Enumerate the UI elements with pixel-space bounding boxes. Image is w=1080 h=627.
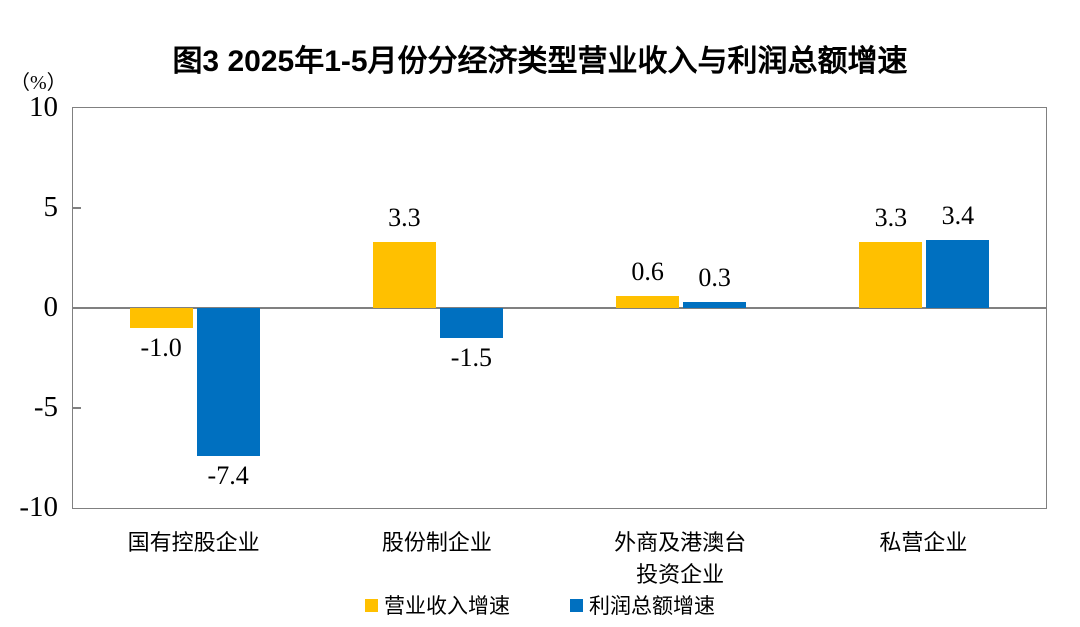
bar-revenue-cat2 xyxy=(616,296,680,308)
bar-value-label: 3.3 xyxy=(874,203,908,232)
legend-item-profit: 利润总额增速 xyxy=(570,590,715,620)
bar-value-label: -1.5 xyxy=(450,343,492,372)
revenue-swatch-icon xyxy=(365,598,378,612)
legend-item-revenue: 营业收入增速 xyxy=(365,590,510,620)
y-tick-label: -5 xyxy=(33,391,58,423)
profit-swatch-icon xyxy=(570,598,583,612)
bar-revenue-cat3 xyxy=(859,242,923,308)
x-category-label: 私营企业 xyxy=(879,530,968,555)
x-axis-labels: 国有控股企业 股份制企业 外商及港澳台 投资企业 私营企业 xyxy=(72,527,1045,591)
y-tick-label: 0 xyxy=(43,291,59,323)
y-tick-label: 5 xyxy=(43,191,59,223)
zero-gridline xyxy=(73,307,1046,309)
bar-value-label: -7.4 xyxy=(207,461,249,490)
legend-label-profit: 利润总额增速 xyxy=(589,594,715,618)
plot-area: -1.0 -7.4 3.3 -1.5 0.6 0.3 3.3 3.4 xyxy=(72,107,1047,509)
bar-value-label: -1.0 xyxy=(140,333,182,362)
y-axis-tick xyxy=(73,407,81,409)
bar-profit-cat2 xyxy=(683,302,747,308)
y-axis-tick xyxy=(73,207,81,209)
y-tick-label: 10 xyxy=(29,91,58,123)
bar-value-label: 0.3 xyxy=(698,263,731,292)
chart-title: 图3 2025年1-5月份分经济类型营业收入与利润总额增速 xyxy=(172,45,908,78)
y-tick-label: -10 xyxy=(19,491,58,523)
bar-value-label: 0.6 xyxy=(631,257,664,286)
legend: 营业收入增速 利润总额增速 xyxy=(0,590,1080,620)
bar-profit-cat1 xyxy=(439,308,503,338)
bar-profit-cat3 xyxy=(926,240,990,308)
legend-label-revenue: 营业收入增速 xyxy=(384,594,510,618)
bar-value-label: 3.3 xyxy=(388,203,421,232)
x-category-label: 股份制企业 xyxy=(381,530,492,555)
x-category-label: 外商及港澳台 投资企业 xyxy=(614,530,747,587)
bar-revenue-cat0 xyxy=(129,308,193,328)
x-category-label: 国有控股企业 xyxy=(127,530,260,555)
bar-revenue-cat1 xyxy=(372,242,436,308)
bar-profit-cat0 xyxy=(196,308,260,456)
y-axis-unit-label: （%） xyxy=(10,72,67,94)
bar-value-label: 3.4 xyxy=(941,201,975,230)
